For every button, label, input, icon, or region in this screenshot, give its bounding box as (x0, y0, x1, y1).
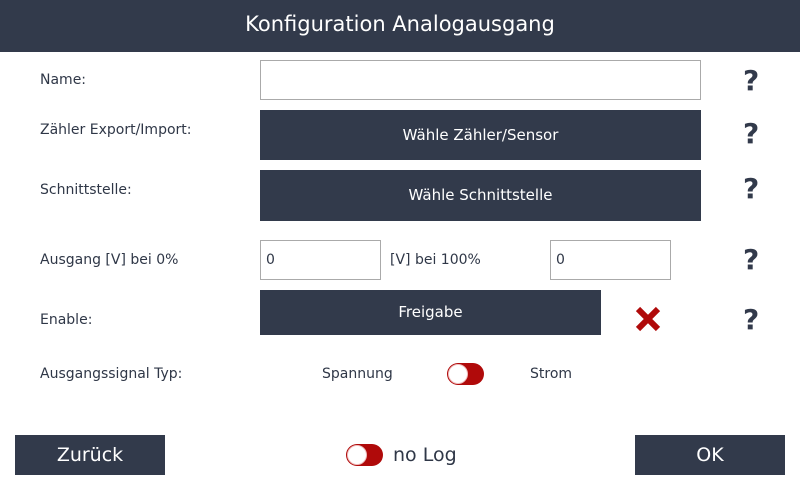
output-100-input[interactable] (550, 240, 671, 280)
select-interface-button[interactable]: Wähle Schnittstelle (260, 170, 701, 221)
help-name-icon[interactable]: ? (743, 64, 760, 97)
log-label: no Log (393, 444, 457, 466)
interface-label: Schnittstelle: (40, 182, 132, 198)
page-title: Konfiguration Analogausgang (0, 0, 800, 52)
output-0-input[interactable] (260, 240, 381, 280)
disabled-x-icon (635, 306, 661, 332)
help-interface-icon[interactable]: ? (743, 172, 760, 205)
help-output-icon[interactable]: ? (743, 243, 760, 276)
help-counter-icon[interactable]: ? (743, 117, 760, 150)
signal-label: Ausgangssignal Typ: (40, 366, 183, 382)
counter-label: Zähler Export/Import: (40, 122, 192, 138)
enable-label: Enable: (40, 312, 93, 328)
output-label: Ausgang [V] bei 0% (40, 252, 179, 268)
signal-type-toggle[interactable] (447, 363, 484, 385)
log-toggle[interactable] (346, 444, 383, 466)
name-input[interactable] (260, 60, 701, 100)
back-button[interactable]: Zurück (15, 435, 165, 475)
signal-current-label: Strom (530, 366, 573, 382)
output-100-label: [V] bei 100% (390, 252, 481, 268)
ok-button[interactable]: OK (635, 435, 785, 475)
signal-voltage-label: Spannung (322, 366, 393, 382)
help-enable-icon[interactable]: ? (743, 303, 760, 336)
name-label: Name: (40, 72, 87, 88)
select-counter-button[interactable]: Wähle Zähler/Sensor (260, 110, 701, 160)
enable-button[interactable]: Freigabe (260, 290, 601, 335)
